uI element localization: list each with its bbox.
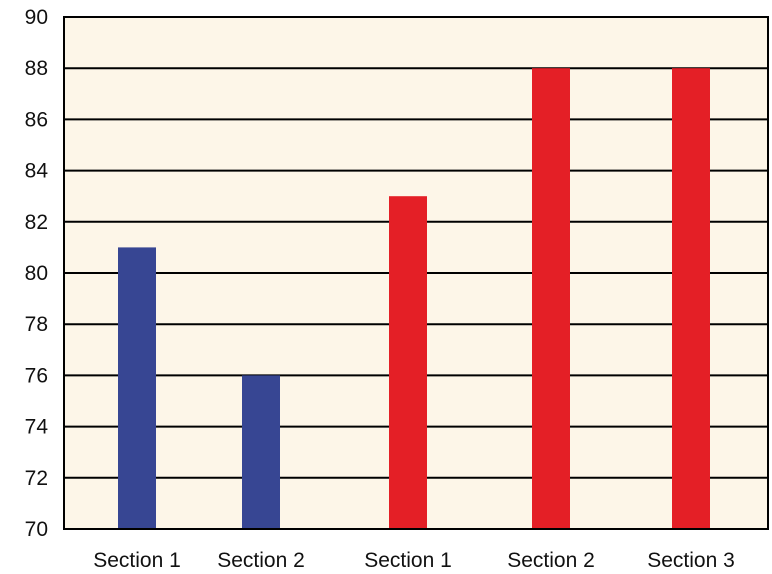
y-tick-label: 80	[25, 262, 48, 285]
bar-3	[389, 196, 427, 529]
y-tick-label: 88	[25, 57, 48, 80]
x-category-label: Section 2	[507, 549, 595, 572]
y-tick-label: 84	[25, 160, 49, 183]
x-category-label: Section 2	[217, 549, 305, 572]
y-tick-label: 72	[25, 467, 48, 490]
y-tick-label: 90	[25, 6, 48, 29]
y-axis-tick-labels: 70 72 74 76 78 80 82 84 86 88 90	[25, 6, 49, 541]
bar-5	[672, 68, 710, 529]
x-category-label: Section 3	[647, 549, 735, 572]
x-axis-category-labels: Section 1 Section 2 Section 1 Section 2 Sect…	[93, 549, 735, 572]
x-category-label: Section 1	[93, 549, 181, 572]
x-category-label: Section 1	[364, 549, 452, 572]
y-tick-label: 76	[25, 364, 48, 387]
y-tick-label: 82	[25, 211, 48, 234]
y-tick-label: 86	[25, 108, 48, 131]
y-tick-label: 78	[25, 313, 48, 336]
bar-2	[242, 375, 280, 529]
y-tick-label: 70	[25, 518, 48, 541]
bars	[118, 68, 710, 529]
plot-border	[63, 16, 769, 530]
bar-4	[532, 68, 570, 529]
y-tick-label: 74	[25, 416, 49, 439]
bar-1	[118, 247, 156, 529]
